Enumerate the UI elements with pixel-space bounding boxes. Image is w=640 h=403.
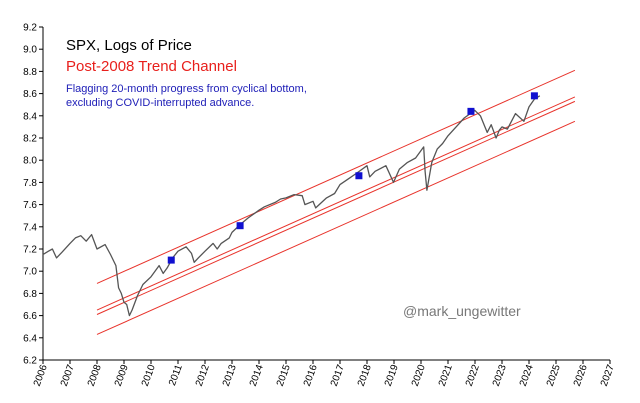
x-tick-label: 2023 [491, 363, 509, 388]
flag-marker [467, 107, 475, 115]
x-tick-label: 2025 [545, 363, 563, 388]
x-tick-label: 2012 [194, 363, 212, 388]
x-tick-label: 2018 [356, 363, 374, 388]
x-tick-label: 2021 [437, 363, 455, 388]
y-tick-label: 9.0 [23, 45, 37, 56]
x-tick-label: 2019 [383, 363, 401, 388]
y-tick-label: 8.4 [23, 111, 37, 122]
x-tick-label: 2026 [572, 363, 590, 388]
flag-markers [167, 92, 538, 264]
y-tick-label: 7.2 [23, 245, 37, 256]
y-tick-label: 8.8 [23, 67, 37, 78]
price-series [42, 95, 541, 317]
x-tick-label: 2014 [248, 363, 266, 388]
x-tick-label: 2013 [221, 363, 239, 388]
y-tick-label: 9.2 [23, 23, 37, 34]
chart-annotation: Flagging 20-month progress from cyclical… [66, 82, 307, 110]
y-tick-label: 6.8 [23, 289, 37, 300]
annotation-line-1: Flagging 20-month progress from cyclical… [66, 83, 307, 95]
y-tick-label: 8.2 [23, 134, 37, 145]
watermark: @mark_ungewitter [403, 303, 521, 319]
y-tick-label: 6.6 [23, 311, 37, 322]
y-tick-label: 7.8 [23, 178, 37, 189]
x-tick-label: 2008 [86, 363, 104, 388]
x-tick-label: 2009 [113, 363, 131, 388]
flag-marker [530, 92, 538, 100]
flag-marker [236, 222, 244, 230]
flag-marker [167, 256, 175, 264]
y-tick-label: 8.6 [23, 89, 37, 100]
x-tick-label: 2011 [167, 363, 185, 387]
axes: 6.2 6.4 6.6 6.8 7.0 7.2 7.4 7.6 7.8 8.0 8.2 8.4 8.6 8… [23, 23, 617, 388]
x-tick-label: 2024 [518, 363, 536, 388]
x-tick-label: 2020 [410, 363, 428, 388]
x-tick-label: 2016 [302, 363, 320, 388]
x-tick-label: 2006 [32, 363, 50, 388]
chart-title: SPX, Logs of Price [66, 37, 192, 54]
x-tick-label: 2010 [140, 363, 158, 388]
y-tick-label: 7.6 [23, 200, 37, 211]
y-tick-label: 7.4 [23, 222, 37, 233]
lower-channel-line [96, 120, 576, 335]
x-tick-label: 2017 [329, 363, 347, 388]
y-tick-label: 6.2 [23, 356, 37, 367]
y-tick-label: 6.4 [23, 333, 37, 344]
x-tick-label: 2007 [59, 363, 77, 388]
mid-channel-line-1 [96, 96, 576, 311]
x-tick-label: 2027 [599, 363, 617, 388]
series-line [42, 95, 541, 317]
x-tick-label: 2015 [275, 363, 293, 388]
x-tick-label: 2022 [464, 363, 482, 388]
y-tick-label: 7.0 [23, 267, 37, 278]
annotation-line-2: excluding COVID-interrupted advance. [66, 97, 255, 109]
upper-channel-line [96, 69, 576, 284]
mid-channel-line-2 [96, 100, 576, 315]
chart-subtitle: Post-2008 Trend Channel [66, 58, 237, 75]
flag-marker [355, 172, 363, 180]
y-tick-label: 8.0 [23, 156, 37, 167]
